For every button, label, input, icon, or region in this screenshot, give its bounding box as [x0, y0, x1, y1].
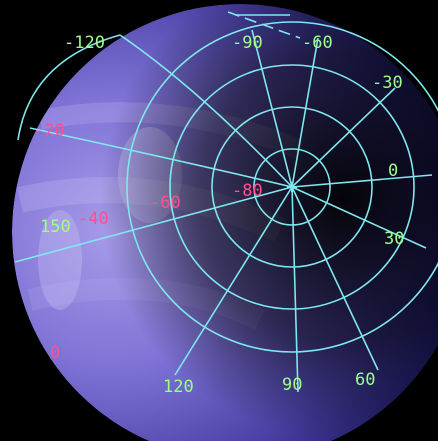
lat-label-m20: -20: [34, 121, 65, 141]
meridian-m30: [291, 87, 396, 188]
meridian-120: [174, 186, 293, 376]
lon-label-60: 60: [355, 370, 375, 390]
lon-label-m30: -30: [372, 73, 403, 93]
meridian-90: [291, 186, 299, 393]
lat-label-m60: -60: [150, 193, 181, 213]
lon-label-120: 120: [163, 377, 194, 397]
meridian-m60: [291, 37, 319, 188]
latitude-circle-40: [169, 64, 415, 310]
lon-label-0: 0: [388, 161, 398, 181]
meridian-60: [291, 186, 379, 371]
south-pole-marker: [287, 182, 297, 192]
lon-label-30: 30: [384, 229, 404, 249]
lon-label-m120: -120: [64, 33, 105, 53]
latitude-circle-80: [253, 148, 331, 226]
grid-dash-top: [227, 11, 301, 39]
lat-label-m80: -80: [232, 181, 263, 201]
lat-label-0: 0: [50, 343, 60, 363]
meridian-m120: [119, 34, 293, 188]
meridian-150: [14, 186, 293, 263]
lat-label-m40: -40: [78, 209, 109, 229]
meridian-0: [291, 174, 433, 188]
lon-label-90: 90: [282, 375, 302, 395]
limb-arc: [17, 34, 121, 141]
meridian-m90: [251, 29, 293, 188]
latitude-circle-20: [126, 21, 438, 353]
meridian-30: [291, 186, 427, 249]
lon-label-m90: -90: [232, 33, 263, 53]
lon-label-m60: -60: [302, 33, 333, 53]
coordinate-grid: [14, 11, 438, 393]
longitude-labels: -120 -90 -60 -30 0 30 60 90 120 150: [40, 33, 404, 397]
latitude-circle-60: [211, 106, 373, 268]
lon-label-150: 150: [40, 217, 71, 237]
meridian-m150: [29, 127, 293, 188]
latitude-labels: -20 -40 -60 -80 0: [34, 121, 263, 363]
